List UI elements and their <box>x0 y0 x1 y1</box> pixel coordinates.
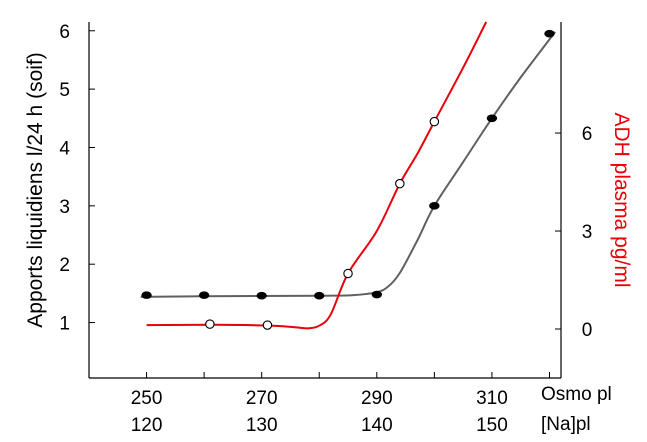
x-secondary-tick-label: 120 <box>131 415 163 436</box>
y-left-tick-label: 4 <box>59 138 70 159</box>
adh-plasma-point <box>395 178 405 189</box>
fluid-intake-point <box>486 114 498 123</box>
y-left-tick-label: 5 <box>59 80 70 101</box>
x-tick-label: 250 <box>131 388 163 409</box>
fluid-intake-point <box>141 291 152 299</box>
x-secondary-tick-label: 130 <box>246 415 278 436</box>
x-secondary-tick-label: 150 <box>476 415 508 436</box>
x-axis-title: Osmo pl <box>541 384 612 405</box>
y-left-tick-label: 1 <box>59 314 70 335</box>
fluid-intake-curve <box>140 31 556 298</box>
x-secondary-axis-title: [Na]pl <box>541 414 591 435</box>
y-right-tick-label: 0 <box>582 320 593 341</box>
y-right-axis-title: ADH plasma pg/ml <box>610 112 633 287</box>
fluid-intake-point <box>544 29 555 38</box>
fluid-intake-point <box>256 291 267 300</box>
x-tick-label: 310 <box>476 388 508 409</box>
adh-plasma-point <box>205 319 215 329</box>
adh-plasma-point <box>343 268 353 279</box>
fluid-intake-point <box>198 291 210 299</box>
x-tick-label: 290 <box>361 388 393 409</box>
adh-plasma-curve <box>146 21 488 330</box>
y-left-tick-label: 3 <box>59 197 70 218</box>
y-left-tick-label: 6 <box>59 22 70 43</box>
y-left-axis-title: Apports liquidiens l/24 h (soif) <box>24 52 47 327</box>
fluid-intake-point <box>429 202 440 210</box>
y-left-tick-label: 2 <box>59 255 70 276</box>
adh-plasma-point <box>262 320 273 330</box>
y-right-tick-label: 3 <box>582 222 593 243</box>
fluid-intake-point <box>371 290 383 299</box>
x-tick-label: 270 <box>246 388 278 409</box>
x-secondary-tick-label: 140 <box>361 415 393 436</box>
y-right-tick-label: 6 <box>582 124 593 145</box>
adh-plasma-point <box>429 116 440 127</box>
fluid-intake-point <box>314 291 325 300</box>
